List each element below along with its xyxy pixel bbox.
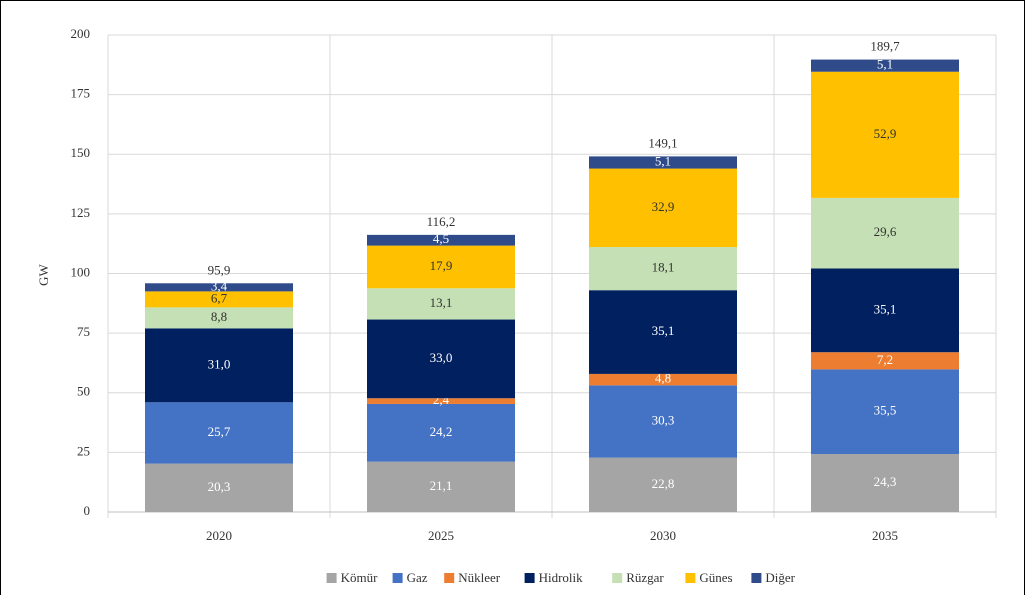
bar-segment xyxy=(589,373,737,386)
data-label: 30,3 xyxy=(652,412,675,427)
y-tick-label: 0 xyxy=(84,503,91,518)
data-label: 29,6 xyxy=(874,224,897,239)
legend-swatch xyxy=(326,573,337,583)
data-label: 31,0 xyxy=(208,356,231,371)
data-label: 8,8 xyxy=(211,309,227,324)
legend-label: Günes xyxy=(699,570,732,585)
legend-swatch xyxy=(444,573,455,583)
legend-label: Hidrolik xyxy=(539,570,584,585)
legend-label: Nükleer xyxy=(458,570,501,585)
bar-segment xyxy=(589,457,737,512)
y-tick-label: 175 xyxy=(71,86,91,101)
data-label: 25,7 xyxy=(208,424,231,439)
y-tick-label: 125 xyxy=(71,205,91,220)
bar-segment xyxy=(145,328,293,403)
y-tick-label: 200 xyxy=(71,26,91,41)
bar-segment xyxy=(811,71,959,198)
data-label: 3,4 xyxy=(211,278,228,293)
legend-swatch xyxy=(685,573,696,583)
legend-label: Rüzgar xyxy=(626,570,664,585)
legend-swatch xyxy=(392,573,403,583)
x-tick-label: 2020 xyxy=(206,528,232,543)
data-label: 32,9 xyxy=(652,199,675,214)
bar-segment xyxy=(145,283,293,292)
bar-segment xyxy=(811,59,959,72)
bar-segment xyxy=(811,454,959,512)
bar-segment xyxy=(367,461,515,512)
y-tick-label: 50 xyxy=(77,384,90,399)
bar-segment xyxy=(589,168,737,248)
bar-segment xyxy=(367,319,515,399)
bar-segment xyxy=(145,402,293,464)
bar-segment xyxy=(367,234,515,246)
data-label: 6,7 xyxy=(211,290,228,305)
data-label: 20,3 xyxy=(208,479,231,494)
x-tick-label: 2025 xyxy=(428,528,454,543)
total-label: 116,2 xyxy=(427,214,456,229)
data-label: 24,3 xyxy=(874,474,897,489)
bar-segment xyxy=(589,156,737,169)
legend-swatch xyxy=(612,573,623,583)
bar-segment xyxy=(145,307,293,329)
bar-segment xyxy=(811,369,959,455)
data-label: 24,2 xyxy=(430,424,453,439)
data-label: 52,9 xyxy=(874,126,897,141)
bar-segment xyxy=(367,398,515,404)
data-label: 7,2 xyxy=(877,352,893,367)
x-tick-label: 2035 xyxy=(872,528,898,543)
bar-segment xyxy=(589,385,737,458)
y-tick-label: 75 xyxy=(77,324,90,339)
legend-swatch xyxy=(751,573,762,583)
y-tick-label: 25 xyxy=(77,443,90,458)
data-label: 5,1 xyxy=(655,153,671,168)
total-label: 149,1 xyxy=(648,135,677,150)
data-label: 33,0 xyxy=(430,350,453,365)
bar-segment xyxy=(145,463,293,512)
bar-segment xyxy=(589,247,737,291)
total-label: 189,7 xyxy=(870,39,900,54)
legend-label: Diğer xyxy=(765,570,795,585)
legend-label: Gaz xyxy=(407,570,428,585)
y-axis-label: GW xyxy=(36,263,51,285)
data-label: 13,1 xyxy=(430,295,453,310)
data-label: 22,8 xyxy=(652,476,675,491)
bar-segment xyxy=(145,291,293,308)
bar-segment xyxy=(367,288,515,320)
x-tick-label: 2030 xyxy=(650,528,676,543)
data-label: 21,1 xyxy=(430,478,453,493)
data-label: 17,9 xyxy=(430,258,453,273)
bar-segment xyxy=(811,268,959,353)
legend-label: Kömür xyxy=(341,570,379,585)
data-label: 18,1 xyxy=(652,260,675,275)
data-label: 5,1 xyxy=(877,57,893,72)
legend-swatch xyxy=(524,573,535,583)
y-tick-label: 150 xyxy=(71,145,91,160)
total-label: 95,9 xyxy=(208,262,231,277)
bar-segment xyxy=(811,197,959,269)
data-label: 35,1 xyxy=(874,301,897,316)
data-label: 4,8 xyxy=(655,371,671,386)
y-tick-label: 100 xyxy=(71,264,91,279)
bar-segment xyxy=(367,403,515,462)
data-label: 35,1 xyxy=(652,323,675,338)
bar-segment xyxy=(589,290,737,374)
bar-segment xyxy=(367,245,515,289)
data-label: 4,5 xyxy=(433,231,449,246)
bar-segment xyxy=(811,352,959,370)
data-label: 35,5 xyxy=(874,403,897,418)
